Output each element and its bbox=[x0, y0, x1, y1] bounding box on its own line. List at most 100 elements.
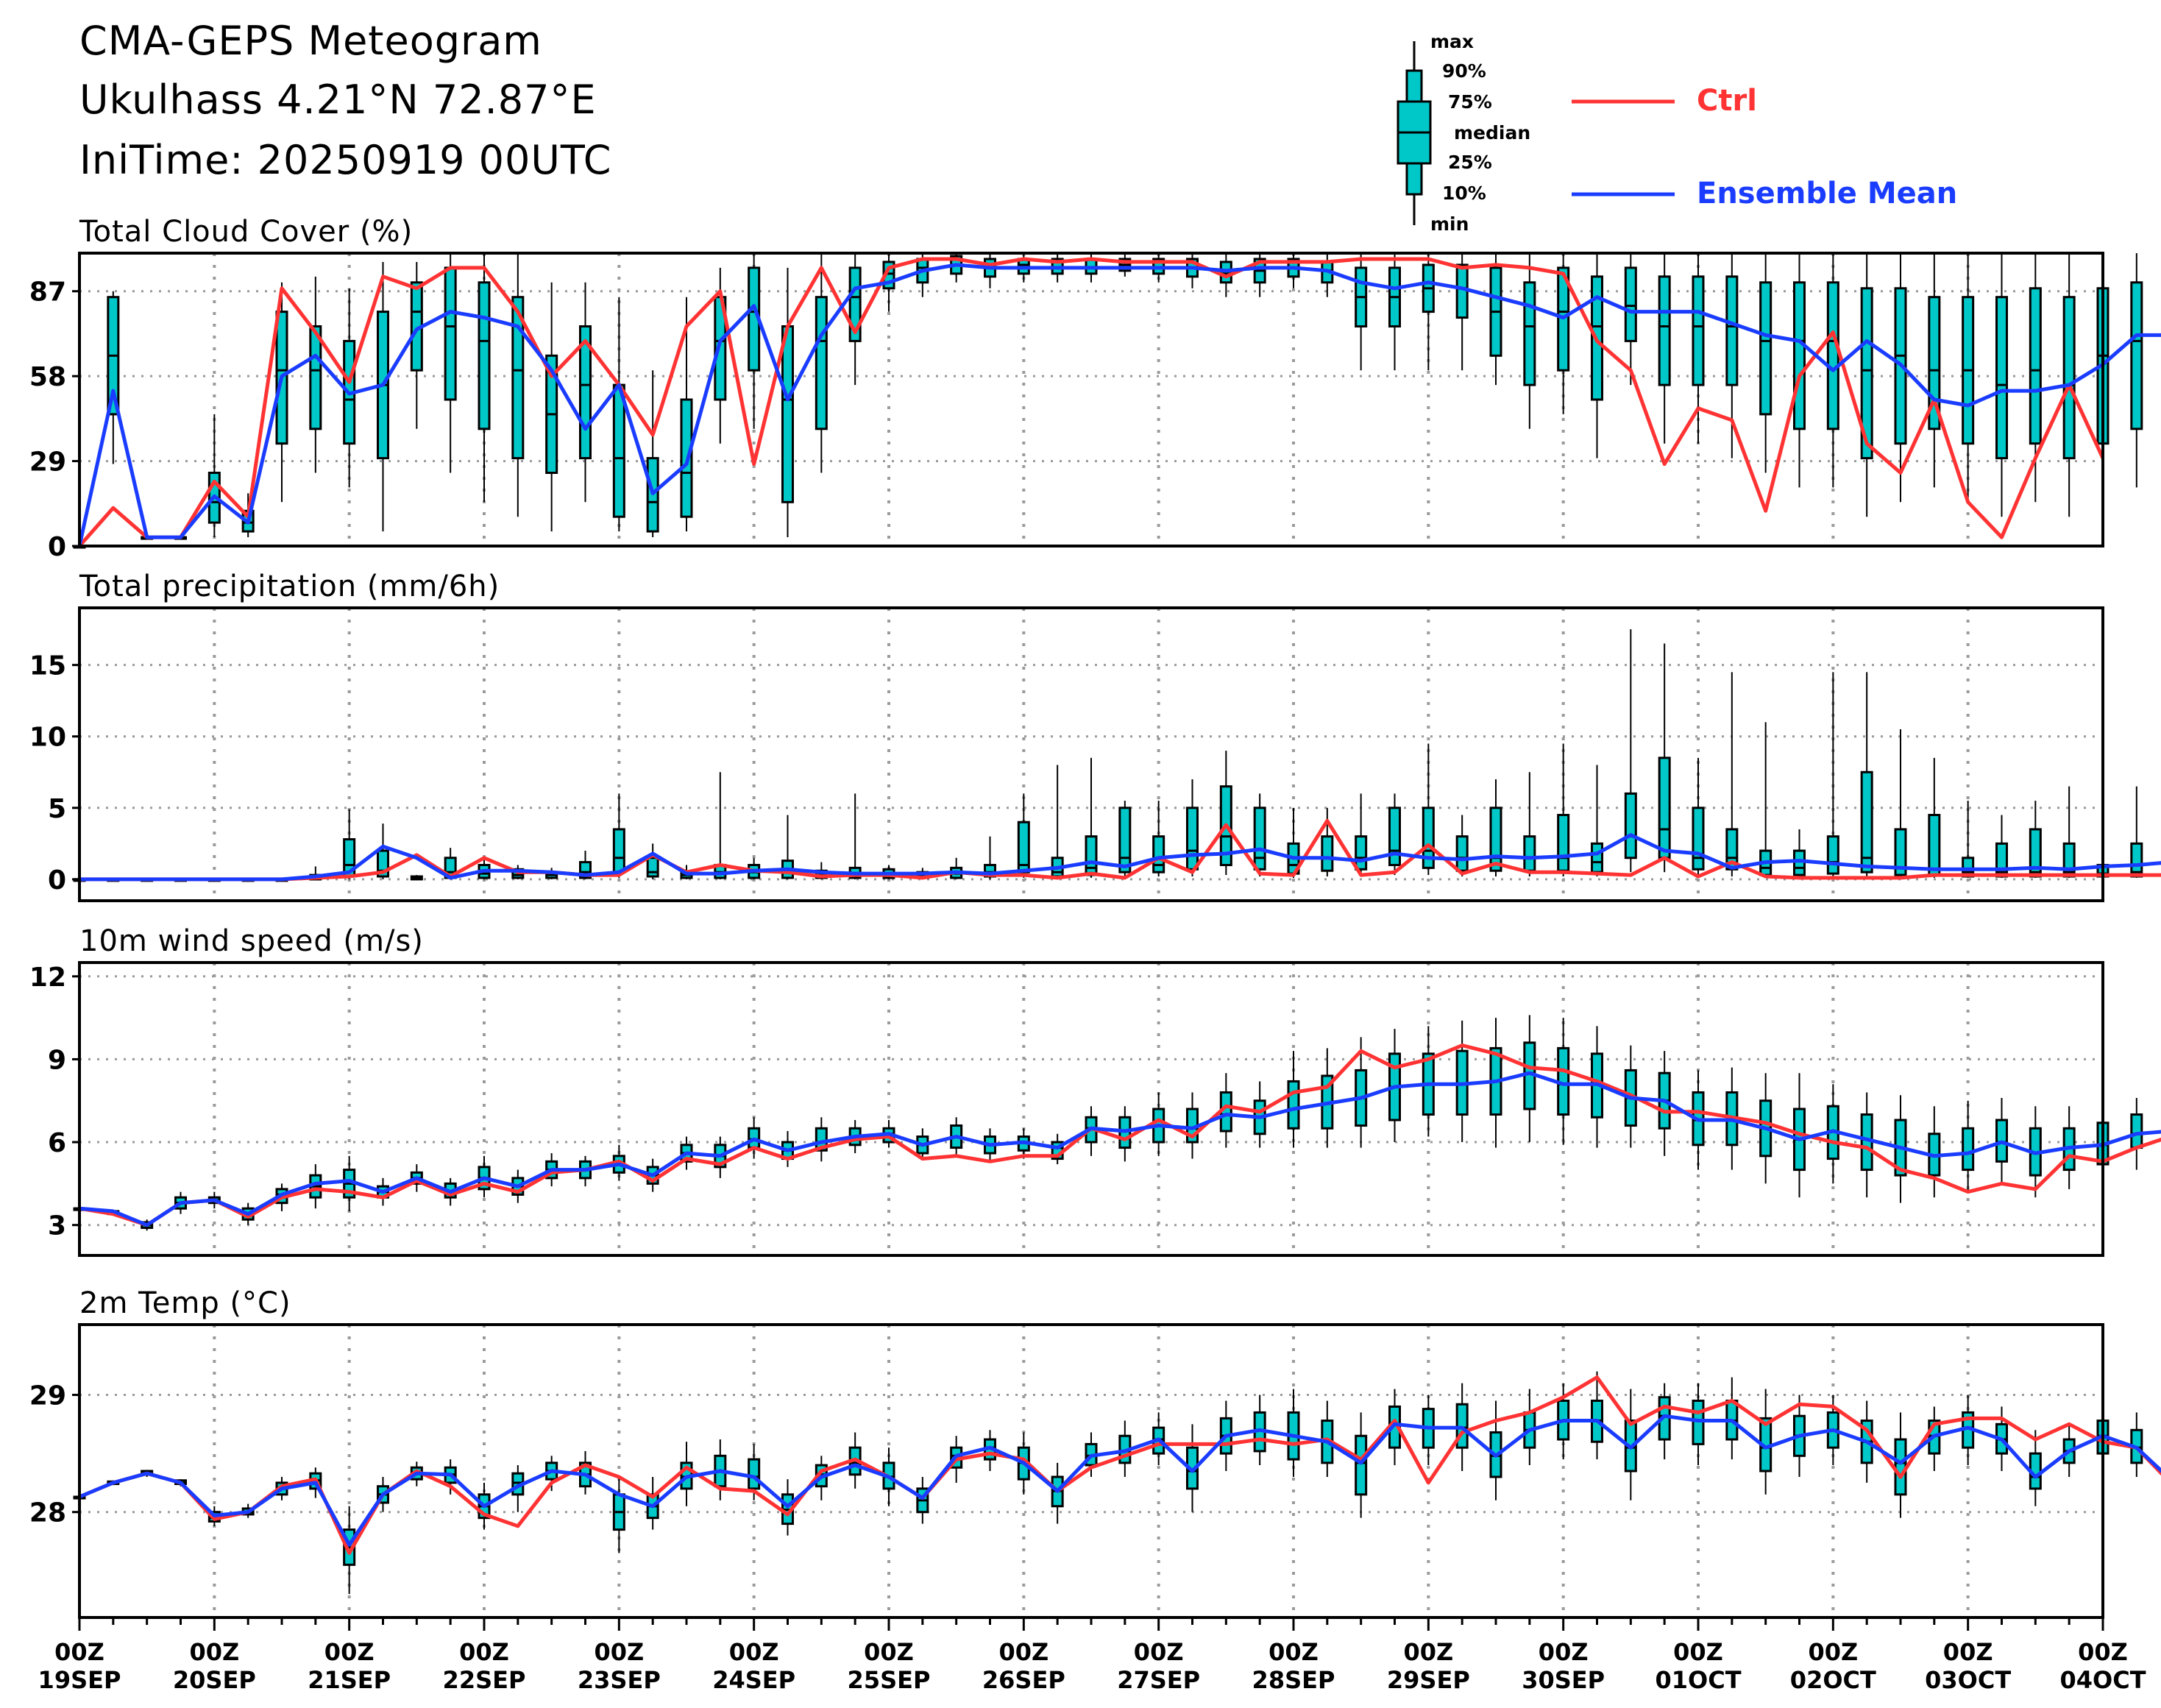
legend-ctrl-label: Ctrl bbox=[1697, 84, 1757, 118]
box bbox=[1995, 296, 2008, 460]
x-tick-label-hour: 00Z bbox=[1539, 1638, 1589, 1666]
legend-mean-label: Ensemble Mean bbox=[1697, 177, 1958, 210]
box-whisker bbox=[748, 253, 761, 429]
box-whisker bbox=[680, 1442, 693, 1506]
x-tick-label-hour: 00Z bbox=[1268, 1638, 1319, 1666]
box bbox=[781, 325, 794, 503]
ctrl-line bbox=[79, 818, 2161, 882]
box-whisker bbox=[781, 267, 794, 538]
box bbox=[1725, 275, 1739, 386]
box-whisker bbox=[1928, 757, 1941, 878]
box-whisker bbox=[2062, 1424, 2076, 1477]
y-tick-label: 58 bbox=[29, 362, 66, 392]
box-whisker bbox=[1422, 743, 1435, 876]
x-tick-label-date: 29SEP bbox=[1387, 1666, 1470, 1694]
x-tick-label-date: 23SEP bbox=[578, 1666, 661, 1694]
box-whisker bbox=[1523, 1015, 1536, 1143]
x-tick-label-hour: 00Z bbox=[1673, 1638, 1723, 1666]
box-whisker bbox=[950, 857, 963, 879]
box-whisker bbox=[1186, 779, 1199, 876]
box-whisker bbox=[1489, 253, 1502, 386]
box bbox=[646, 857, 659, 878]
panel-frame bbox=[78, 961, 2104, 1257]
ensemble-mean-line bbox=[79, 1071, 2161, 1227]
box-whisker bbox=[207, 414, 221, 538]
box bbox=[2029, 287, 2042, 445]
box-whisker bbox=[1152, 801, 1165, 876]
box-whisker bbox=[984, 253, 996, 288]
panel-3: 28 29 bbox=[29, 1323, 2161, 1619]
x-tick-label-hour: 00Z bbox=[1403, 1638, 1453, 1666]
box bbox=[1455, 835, 1469, 872]
panel-1: 0 5 10 15 bbox=[29, 606, 2161, 902]
x-tick-label-date: 03OCT bbox=[1925, 1666, 2011, 1694]
y-tick-label: 9 bbox=[48, 1045, 66, 1075]
box bbox=[478, 281, 491, 430]
panel-2: 3 6 9 12 bbox=[29, 961, 2161, 1257]
legend-max-label: max bbox=[1430, 31, 1475, 52]
x-tick-label-hour: 00Z bbox=[2078, 1638, 2128, 1666]
box-whisker bbox=[107, 291, 120, 464]
x-tick-label-hour: 00Z bbox=[54, 1638, 104, 1666]
box bbox=[815, 1127, 828, 1152]
box-whisker bbox=[1455, 1020, 1469, 1143]
y-tick-label: 15 bbox=[29, 651, 66, 681]
box bbox=[1321, 835, 1334, 872]
box-whisker bbox=[1085, 757, 1098, 878]
box bbox=[1455, 263, 1469, 319]
box bbox=[2130, 281, 2143, 430]
box bbox=[1624, 266, 1637, 342]
box-whisker bbox=[1118, 253, 1132, 277]
box-whisker bbox=[1793, 253, 1806, 488]
box-whisker bbox=[2062, 786, 2076, 878]
box-whisker bbox=[1692, 1383, 1705, 1466]
box-whisker bbox=[1624, 253, 1637, 386]
box-whisker bbox=[2029, 1430, 2042, 1506]
ctrl-line bbox=[78, 257, 2105, 548]
box-whisker bbox=[1591, 765, 1603, 876]
box-whisker bbox=[1962, 801, 1975, 878]
box-whisker bbox=[1759, 1389, 1773, 1495]
box bbox=[1591, 842, 1603, 874]
box-whisker bbox=[1928, 1106, 1941, 1198]
ctrl-line bbox=[79, 1043, 2161, 1227]
box-whisker bbox=[1455, 815, 1469, 876]
box bbox=[309, 325, 322, 430]
box bbox=[444, 266, 457, 401]
box-whisker bbox=[1355, 253, 1368, 371]
x-tick-label-date: 21SEP bbox=[308, 1666, 391, 1694]
box-whisker bbox=[309, 276, 322, 473]
box-whisker bbox=[1591, 253, 1603, 458]
box-whisker bbox=[1860, 672, 1873, 878]
legend-p10-label: 10% bbox=[1442, 183, 1486, 204]
box-whisker bbox=[1928, 253, 1941, 488]
box-whisker bbox=[1962, 253, 1975, 503]
box-whisker bbox=[916, 1476, 929, 1524]
x-tick-label-hour: 00Z bbox=[729, 1638, 779, 1666]
ensemble-mean-line bbox=[79, 1414, 2161, 1547]
box bbox=[1186, 807, 1199, 871]
x-tick-label-hour: 00Z bbox=[998, 1638, 1048, 1666]
box bbox=[1860, 287, 1873, 460]
box-whisker bbox=[1388, 1389, 1401, 1466]
box-whisker bbox=[377, 261, 389, 532]
legend-p90-label: 90% bbox=[1442, 60, 1486, 82]
box-whisker bbox=[1557, 1018, 1570, 1145]
box-whisker bbox=[1422, 1026, 1435, 1137]
y-tick-label: 5 bbox=[48, 794, 66, 824]
wind-panel-title: 10m wind speed (m/s) bbox=[79, 924, 424, 958]
x-tick-label-hour: 00Z bbox=[324, 1638, 375, 1666]
x-tick-label-hour: 00Z bbox=[1808, 1638, 1858, 1666]
box-whisker bbox=[612, 793, 625, 878]
x-tick-label-date: 24SEP bbox=[712, 1666, 795, 1694]
legend-glyph bbox=[1397, 41, 1675, 225]
box-whisker bbox=[1186, 253, 1199, 288]
box bbox=[748, 1458, 761, 1490]
box-whisker bbox=[1523, 1389, 1536, 1466]
box-whisker bbox=[2130, 253, 2143, 488]
x-tick-label-date: 26SEP bbox=[982, 1666, 1065, 1694]
ensemble-mean-line bbox=[79, 833, 2161, 882]
box bbox=[1658, 756, 1671, 860]
box bbox=[1793, 849, 1806, 876]
